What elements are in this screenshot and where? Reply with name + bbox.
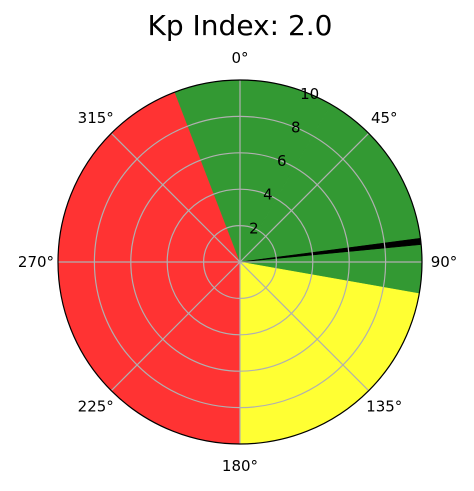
theta-tick-label-0: 0° <box>231 49 248 67</box>
theta-tick-label-4: 180° <box>222 457 258 475</box>
grid-spoke-5 <box>110 261 241 392</box>
polar-frame <box>57 79 423 445</box>
grid-layer <box>58 80 422 444</box>
chart-title: Kp Index: 2.0 <box>148 9 333 42</box>
theta-tick-label-6: 270° <box>18 253 54 271</box>
grid-spoke-3 <box>239 261 370 392</box>
r-tick-label-4: 10 <box>300 85 319 103</box>
theta-tick-label-5: 225° <box>78 397 114 415</box>
theta-tick-label-3: 135° <box>366 397 402 415</box>
theta-tick-label-1: 45° <box>371 109 398 127</box>
r-tick-label-0: 2 <box>249 219 259 237</box>
grid-spoke-7 <box>110 132 241 263</box>
theta-tick-label-2: 90° <box>431 253 458 271</box>
r-tick-label-1: 4 <box>263 186 273 204</box>
grid-spoke-1 <box>239 132 370 263</box>
r-tick-label-2: 6 <box>277 152 287 170</box>
r-tick-label-3: 8 <box>291 118 301 136</box>
theta-tick-label-7: 315° <box>78 109 114 127</box>
